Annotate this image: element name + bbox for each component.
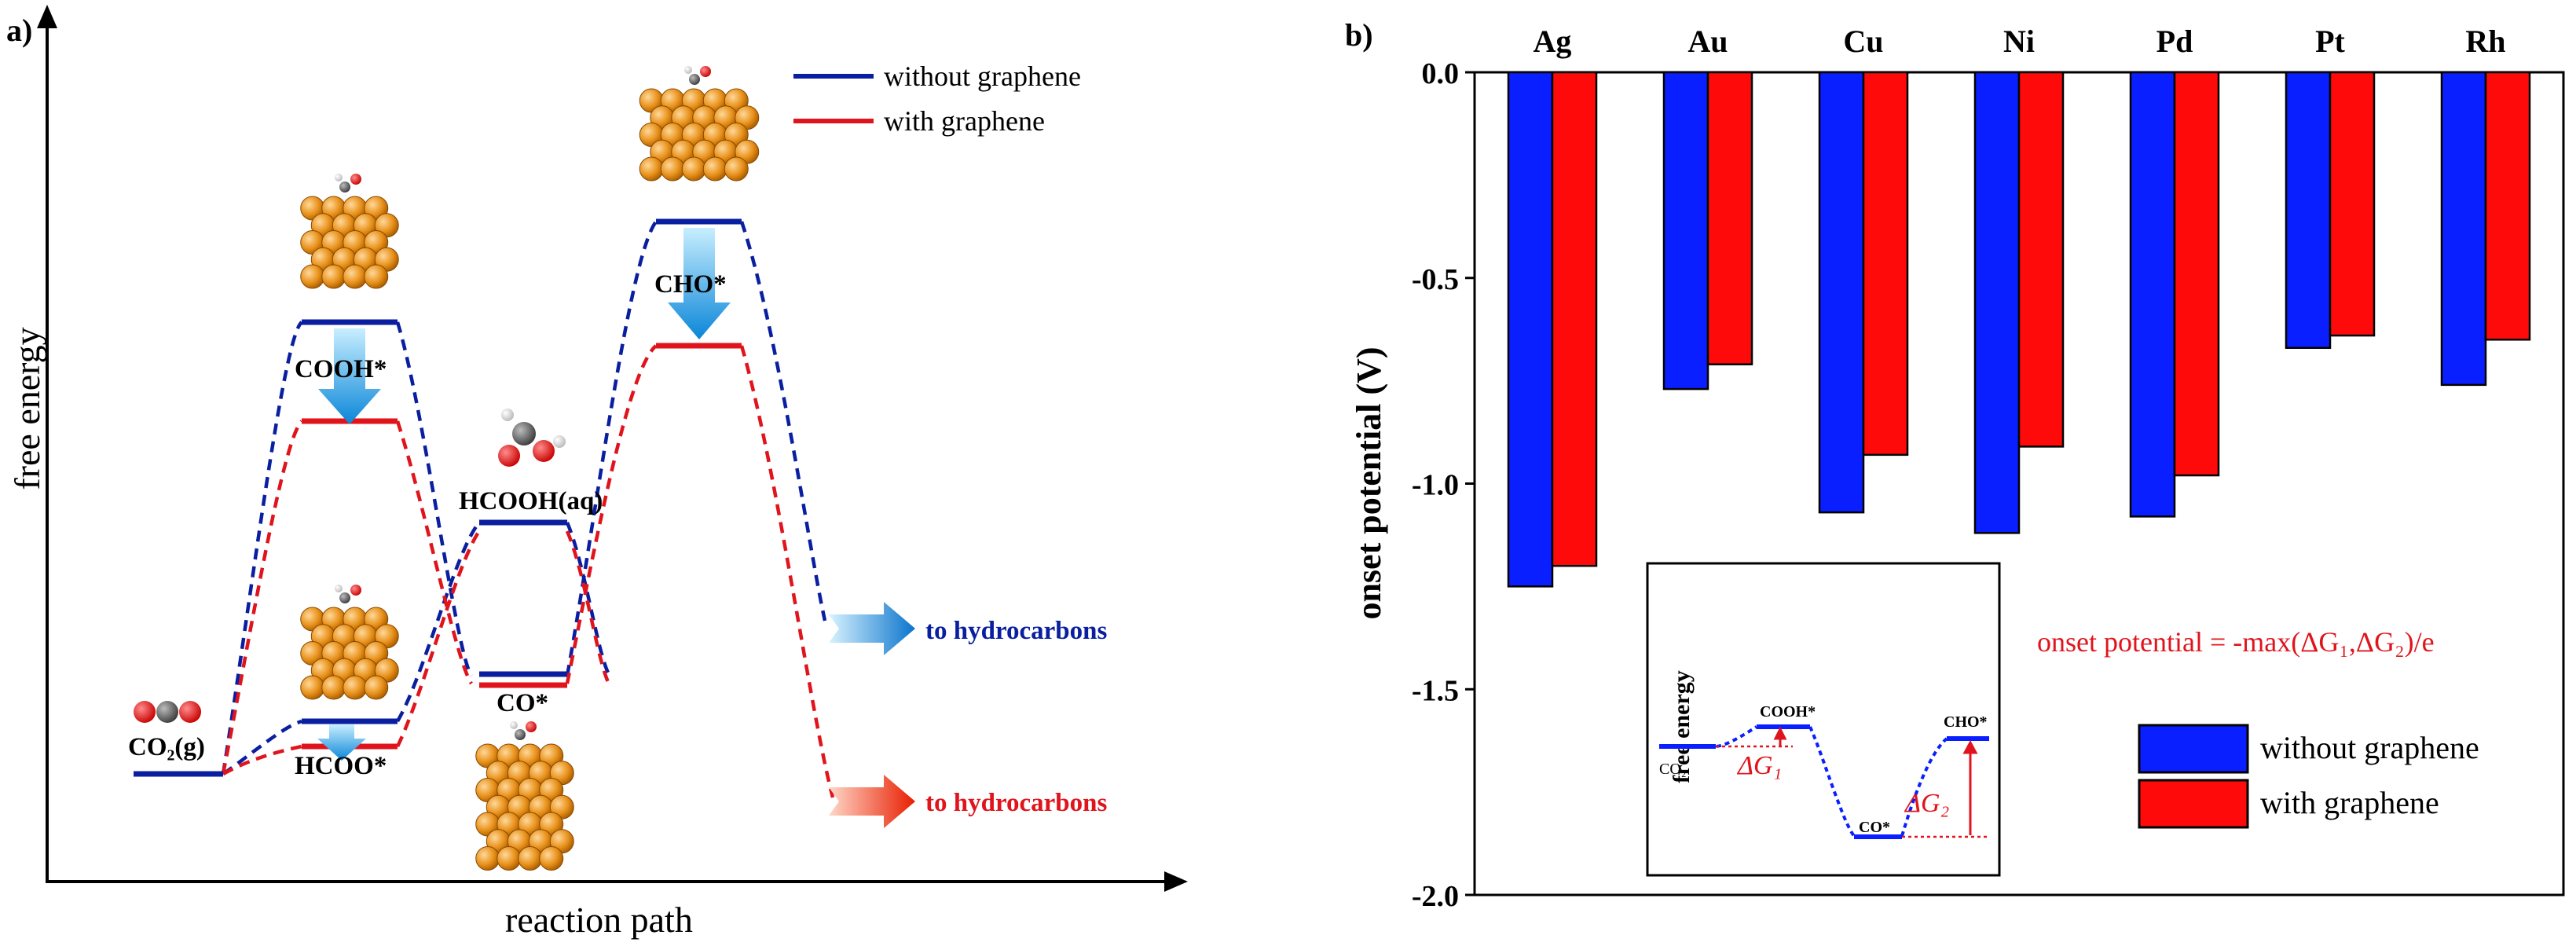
y-tick-label: -0.5 xyxy=(1412,263,1459,296)
category-label-au: Au xyxy=(1687,24,1728,59)
bar-pd-with-graphene xyxy=(2173,71,2220,477)
legend-label-red: with graphene xyxy=(884,105,1045,137)
x-axis-arrowhead xyxy=(1164,871,1188,892)
inset-dashed-path xyxy=(1716,725,1948,838)
onset-formula: onset potential = -max(ΔG₁,ΔG₂)/e xyxy=(2037,626,2435,658)
bar-ni-with-graphene xyxy=(2017,71,2065,448)
red-dashed-connectors xyxy=(221,344,835,798)
hcooh-molecule-icon xyxy=(498,409,566,467)
panel-b-label: b) xyxy=(1345,17,1373,53)
bar-pt-with-graphene xyxy=(2329,71,2376,337)
inset-levels xyxy=(1659,724,1989,839)
inset-co-label: CO* xyxy=(1859,819,1890,836)
co-slab-icon xyxy=(475,721,574,871)
bar-ag-with-graphene xyxy=(1551,71,1598,567)
cooh-slab-icon xyxy=(300,174,399,289)
inset-y-label: free energy xyxy=(1669,670,1695,783)
co2-molecule-icon xyxy=(134,701,201,723)
bar-pt-without-graphene xyxy=(2285,71,2332,349)
red-hydrocarbons-label: to hydrocarbons xyxy=(925,789,1107,817)
category-label-pd: Pd xyxy=(2156,24,2193,59)
bar-au-without-graphene xyxy=(1662,71,1709,390)
hcooh-label: HCOOH(aq) xyxy=(459,487,603,515)
y-ticks: 0.0 -0.5 -1.0 -1.5 -2.0 xyxy=(1412,57,1475,913)
blue-hydrocarbons-arrow-icon xyxy=(829,602,915,655)
bars xyxy=(1507,71,2531,588)
y-tick-label: -2.0 xyxy=(1412,880,1459,913)
blue-hydrocarbons-label: to hydrocarbons xyxy=(925,617,1107,645)
inset-diagram: free energy CO₂ xyxy=(1646,562,2001,877)
bar-pd-without-graphene xyxy=(2129,71,2176,518)
bar-au-with-graphene xyxy=(1706,71,1753,365)
inset-dg2-label: ΔG₂ xyxy=(1904,789,1949,818)
y-tick-label: 0.0 xyxy=(1422,57,1460,90)
bar-ag-without-graphene xyxy=(1507,71,1554,588)
inset-co2-label: CO₂ xyxy=(1659,761,1687,778)
inset-cooh-label: COOH* xyxy=(1760,703,1816,720)
legend-swatch-red xyxy=(2138,779,2249,829)
red-hydrocarbons-arrow-icon xyxy=(829,775,915,828)
panel-a-label: a) xyxy=(6,13,32,48)
legend-label-blue: without graphene xyxy=(884,60,1081,92)
bar-cu-with-graphene xyxy=(1862,71,1909,456)
y-tick-label: -1.5 xyxy=(1412,674,1459,707)
category-label-ag: Ag xyxy=(1534,24,1572,59)
blue-dashed-connectors xyxy=(221,220,827,776)
y-axis-label: free energy xyxy=(7,327,47,490)
legend-swatch-blue xyxy=(2138,724,2249,774)
category-label-cu: Cu xyxy=(1843,24,1883,59)
inset-dg-arrows xyxy=(1773,726,1978,835)
category-labels: Ag Au Cu Ni Pd Pt Rh xyxy=(1534,24,2506,59)
bar-legend: without graphene with graphene xyxy=(2138,724,2479,829)
hcoo-down-arrow-icon xyxy=(317,724,366,761)
bar-rh-with-graphene xyxy=(2484,71,2531,341)
blue-energy-levels xyxy=(134,218,742,777)
cho-slab-icon xyxy=(639,66,760,182)
cooh-label: COOH* xyxy=(295,355,387,383)
category-label-pt: Pt xyxy=(2315,24,2345,59)
y-axis-title: onset potential (V) xyxy=(1350,346,1388,619)
co-label: CO* xyxy=(497,689,548,717)
inset-dg1-label: ΔG₁ xyxy=(1736,751,1782,780)
cho-down-arrow-icon xyxy=(668,228,731,339)
hcoo-label: HCOO* xyxy=(295,752,387,780)
legend-text-blue: without graphene xyxy=(2260,730,2479,765)
bar-cu-without-graphene xyxy=(1818,71,1865,514)
inset-cho-label: CHO* xyxy=(1944,713,1988,731)
panel-a: a) reaction path free energy without gra… xyxy=(6,5,1188,940)
co2-label: CO₂(g) xyxy=(128,733,205,761)
bar-ni-without-graphene xyxy=(1973,71,2021,534)
legend-text-red: with graphene xyxy=(2260,785,2439,820)
bar-rh-without-graphene xyxy=(2440,71,2487,387)
y-tick-label: -1.0 xyxy=(1412,469,1459,502)
cooh-down-arrow-icon xyxy=(318,328,381,424)
category-label-ni: Ni xyxy=(2003,24,2035,59)
x-axis-label: reaction path xyxy=(505,900,693,940)
category-label-rh: Rh xyxy=(2465,24,2505,59)
inset-frame xyxy=(1646,562,2001,877)
cho-label: CHO* xyxy=(654,270,727,299)
hcoo-slab-icon xyxy=(300,585,399,700)
y-axis-arrowhead xyxy=(37,5,57,28)
panel-b: b) 0.0 -0.5 -1.0 -1.5 -2.0 Ag Au Cu Ni Pd Pt Rh on… xyxy=(1345,17,2565,913)
